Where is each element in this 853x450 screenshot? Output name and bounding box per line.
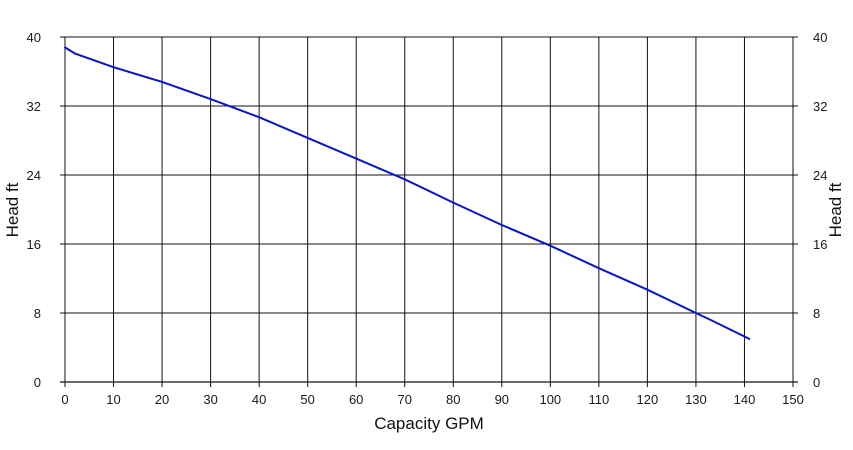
x-tick-label: 140 xyxy=(734,392,756,407)
y-tick-label-right: 16 xyxy=(813,237,827,252)
x-tick-label: 20 xyxy=(155,392,169,407)
y-tick-label-left: 32 xyxy=(27,99,41,114)
x-tick-label: 10 xyxy=(106,392,120,407)
y-tick-label-left: 16 xyxy=(27,237,41,252)
x-tick-label: 100 xyxy=(539,392,561,407)
x-tick-label: 60 xyxy=(349,392,363,407)
y-tick-label-right: 0 xyxy=(813,375,820,390)
x-tick-label: 80 xyxy=(446,392,460,407)
grid xyxy=(60,36,798,387)
y-tick-label-right: 24 xyxy=(813,168,827,183)
x-axis-ticks: 0 10 20 30 40 50 60 70 80 90 100 110 120 130 140 150 xyxy=(61,392,803,407)
x-tick-label: 120 xyxy=(637,392,659,407)
x-tick-label: 30 xyxy=(203,392,217,407)
y-tick-label-left: 24 xyxy=(27,168,41,183)
series-layer xyxy=(64,46,751,340)
y-tick-label-right: 40 xyxy=(813,30,827,45)
x-tick-label: 90 xyxy=(495,392,509,407)
y-axis-title-right: Head ft xyxy=(826,182,845,237)
x-axis-title: Capacity GPM xyxy=(374,414,484,433)
y-axis-ticks-right: 0 8 16 24 32 40 xyxy=(813,30,827,390)
y-tick-label-right: 8 xyxy=(813,306,820,321)
y-axis-ticks-left: 0 8 16 24 32 40 xyxy=(27,30,41,390)
y-tick-label-left: 0 xyxy=(34,375,41,390)
x-tick-label: 40 xyxy=(252,392,266,407)
x-tick-label: 70 xyxy=(397,392,411,407)
x-tick-label: 50 xyxy=(300,392,314,407)
x-tick-label: 150 xyxy=(782,392,804,407)
y-axis-title-left: Head ft xyxy=(3,182,22,237)
x-tick-label: 110 xyxy=(588,392,609,407)
y-tick-label-right: 32 xyxy=(813,99,827,114)
x-tick-label: 130 xyxy=(685,392,707,407)
y-tick-label-left: 8 xyxy=(34,306,41,321)
y-tick-label-left: 40 xyxy=(27,30,41,45)
x-tick-label: 0 xyxy=(61,392,68,407)
series-line-0 xyxy=(64,46,751,340)
